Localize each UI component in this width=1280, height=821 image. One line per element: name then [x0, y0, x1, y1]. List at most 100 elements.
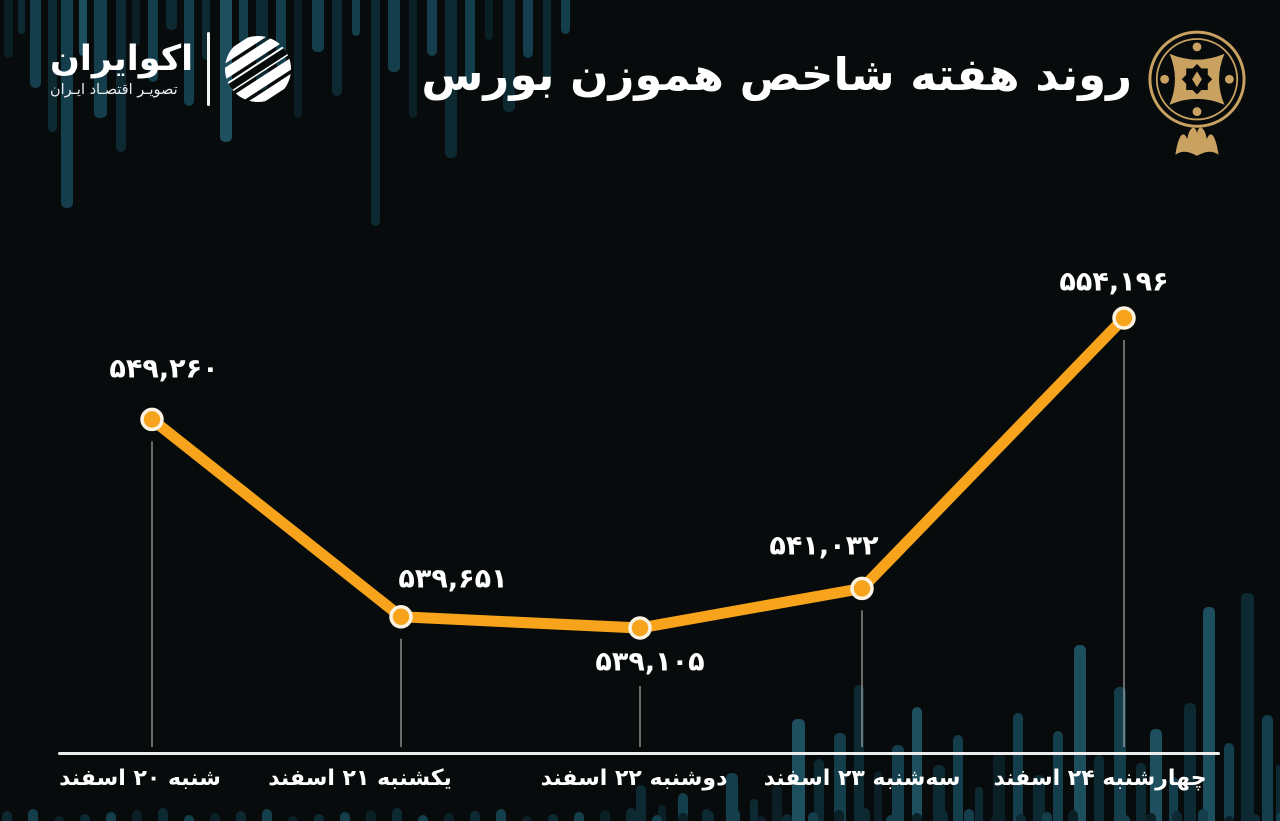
background-bar	[1042, 812, 1052, 821]
background-bar	[236, 811, 246, 821]
background-bar	[2, 811, 12, 821]
background-bar	[312, 0, 324, 52]
brand-text: اکوایران تصویـر اقتصـاد ایـران	[50, 40, 193, 98]
background-bar	[886, 815, 896, 821]
background-bar	[444, 813, 454, 821]
background-bar	[561, 0, 570, 34]
background-bar	[496, 809, 506, 821]
background-bar	[409, 0, 417, 118]
data-point-value: ۵۵۴,۱۹۶	[1059, 266, 1169, 298]
background-bar	[548, 814, 558, 821]
background-bar	[1016, 814, 1026, 821]
background-bar	[184, 0, 194, 106]
background-bar	[1136, 763, 1146, 821]
background-bar	[288, 816, 298, 821]
background-bar	[874, 771, 882, 821]
x-axis-label: چهارشنبه ۲۴ اسفند	[993, 766, 1207, 791]
background-bar	[210, 813, 220, 821]
brand-block: اکوایران تصویـر اقتصـاد ایـران	[50, 32, 292, 106]
background-bar	[1184, 703, 1196, 821]
background-bar	[30, 0, 41, 88]
background-bar	[116, 0, 126, 152]
background-bar	[132, 0, 140, 46]
background-bar	[332, 0, 342, 96]
background-bar	[1262, 715, 1273, 821]
background-bar	[730, 809, 740, 821]
background-bar	[756, 816, 766, 821]
background-bar	[938, 811, 948, 821]
background-bar	[678, 813, 688, 821]
background-bar	[574, 812, 584, 821]
background-bar	[106, 812, 116, 821]
background-bar	[1276, 765, 1280, 821]
background-bar	[445, 0, 457, 158]
background-bar	[371, 0, 380, 226]
background-bar	[262, 809, 272, 821]
background-bar	[1053, 731, 1063, 821]
background-bar	[340, 812, 350, 821]
background-bar	[1172, 811, 1182, 821]
background-bar	[276, 0, 286, 68]
bourse-gold-emblem-icon	[1148, 30, 1246, 156]
background-bar	[1224, 816, 1234, 821]
background-bar	[704, 811, 714, 821]
background-bar	[636, 785, 646, 821]
background-bar	[148, 0, 158, 82]
background-bar	[239, 0, 248, 44]
brand-tagline: تصویـر اقتصـاد ایـران	[50, 81, 178, 98]
background-bar	[61, 0, 73, 208]
background-bar	[1203, 607, 1215, 821]
background-bar	[1033, 775, 1045, 821]
background-bar	[912, 813, 922, 821]
brand-divider	[207, 32, 211, 106]
background-bar	[485, 0, 493, 40]
background-bar	[892, 745, 904, 821]
background-bar	[1094, 808, 1104, 821]
background-bar	[933, 765, 945, 821]
x-axis-label: دوشنبه ۲۲ اسفند	[540, 766, 728, 791]
background-bar	[772, 785, 782, 821]
background-bar	[1120, 815, 1130, 821]
background-bar	[834, 810, 844, 821]
background-bar	[94, 0, 107, 118]
x-axis-label: سه‌شنبه ۲۳ اسفند	[763, 766, 961, 791]
background-bar	[543, 0, 551, 88]
background-bar	[418, 815, 428, 821]
background-bar	[626, 808, 636, 821]
background-bar	[792, 719, 805, 821]
background-bar	[1198, 809, 1208, 821]
background-bar	[54, 816, 64, 821]
x-axis-label: یکشنبه ۲۱ اسفند	[268, 766, 452, 791]
background-bar	[912, 707, 922, 821]
background-bar	[814, 759, 824, 821]
background-bar	[658, 805, 666, 821]
background-bar	[1224, 743, 1234, 821]
background-bar	[1146, 813, 1156, 821]
background-bar	[48, 0, 57, 132]
chart-title: روند هفته شاخص هموزن بورس	[421, 48, 1132, 101]
background-bar	[750, 799, 758, 821]
background-bar	[202, 0, 210, 60]
background-bar	[392, 808, 402, 821]
background-bar	[953, 735, 963, 821]
data-point-value: ۵۴۱,۰۳۲	[769, 530, 879, 562]
brand-name: اکوایران	[50, 39, 194, 80]
x-axis-line	[58, 752, 1220, 755]
background-bar	[132, 810, 142, 821]
background-bar	[600, 810, 610, 821]
background-bar	[1276, 812, 1280, 821]
background-bar	[860, 808, 870, 821]
background-bar	[782, 814, 792, 821]
background-bar	[79, 0, 87, 56]
background-bar	[427, 0, 437, 56]
background-bar	[352, 0, 360, 36]
background-bar	[993, 753, 1005, 821]
background-bar	[522, 816, 532, 821]
background-bar	[964, 809, 974, 821]
background-bar	[1013, 713, 1023, 821]
background-bar	[294, 0, 302, 118]
background-bar	[28, 809, 38, 821]
background-bar	[4, 0, 13, 58]
background-bar	[975, 787, 983, 821]
